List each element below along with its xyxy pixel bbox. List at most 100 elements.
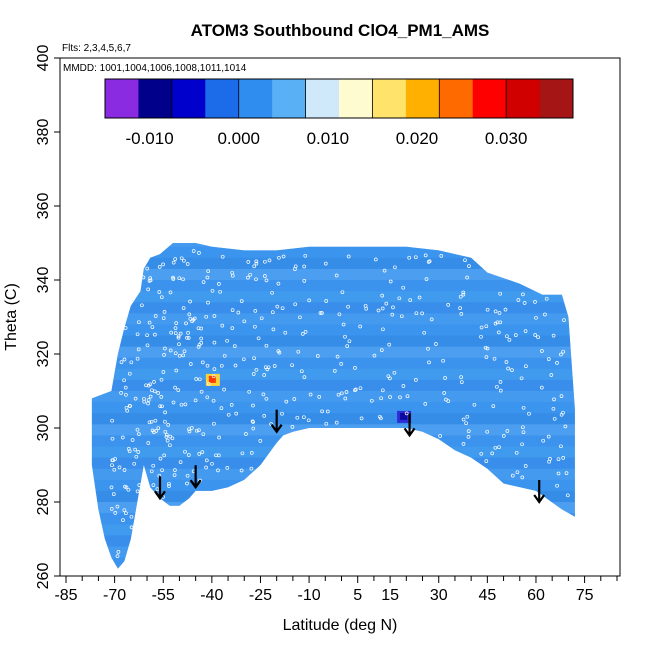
sample-point	[303, 330, 308, 334]
sample-point	[126, 487, 131, 492]
sample-point	[391, 305, 395, 310]
sample-point	[493, 309, 498, 314]
sample-point	[161, 370, 166, 374]
sample-point	[109, 507, 114, 511]
sample-point	[549, 373, 554, 377]
sample-point	[156, 426, 161, 431]
sample-point	[163, 419, 167, 424]
sample-point	[111, 492, 116, 496]
field-band	[91, 402, 575, 414]
sample-point	[459, 380, 464, 384]
sample-point	[162, 453, 167, 458]
sample-point	[176, 334, 181, 339]
x-tick-label: 45	[478, 587, 496, 604]
sample-point	[340, 290, 345, 295]
sample-point	[127, 449, 132, 454]
tropopause-arrow	[533, 480, 546, 504]
sample-point	[189, 426, 194, 430]
sample-point	[427, 259, 432, 264]
sample-point	[135, 489, 140, 494]
sample-point	[186, 453, 191, 457]
colorbar-swatch	[372, 79, 407, 118]
sample-point	[122, 468, 127, 472]
sample-point	[401, 384, 406, 388]
sample-point	[122, 378, 126, 383]
hotspot-core	[208, 375, 216, 383]
y-tick-label: 380	[35, 119, 52, 146]
sample-point	[498, 380, 503, 384]
sample-point	[177, 276, 182, 281]
sample-point	[222, 387, 226, 392]
colorbar-swatch	[272, 79, 307, 118]
sample-point	[160, 468, 164, 473]
sample-point	[510, 368, 514, 372]
sample-point	[390, 312, 395, 317]
sample-point	[359, 416, 364, 421]
sample-point	[167, 484, 171, 488]
sample-point	[252, 356, 256, 361]
sample-point	[129, 525, 134, 530]
sample-point	[181, 353, 186, 358]
sample-point	[137, 320, 141, 325]
sample-point	[392, 370, 397, 375]
field-band	[91, 346, 575, 358]
sample-point	[490, 451, 495, 456]
sample-point	[166, 423, 171, 427]
sample-point	[173, 331, 178, 335]
sample-point	[145, 266, 150, 271]
sample-point	[115, 504, 120, 509]
hotspot	[397, 410, 412, 423]
sample-point	[564, 471, 569, 475]
sample-point	[497, 445, 501, 450]
sample-point	[247, 389, 252, 394]
sample-point	[179, 402, 184, 407]
chart-title: ATOM3 Southbound ClO4_PM1_AMS	[191, 21, 490, 40]
colorbar-swatch	[238, 79, 273, 118]
colorbar-swatch	[506, 79, 541, 118]
sample-point	[380, 293, 385, 298]
sample-point	[146, 401, 150, 406]
field-band	[91, 257, 575, 269]
sample-point	[206, 269, 211, 273]
sample-point	[157, 265, 162, 269]
sample-point	[466, 435, 471, 439]
sample-point	[197, 428, 201, 433]
sample-point	[503, 307, 508, 312]
sample-point	[308, 392, 313, 397]
y-tick-label: 280	[35, 489, 52, 516]
sample-point	[216, 468, 220, 473]
sample-point	[135, 356, 140, 361]
sample-point	[217, 435, 221, 440]
sample-point	[345, 344, 350, 348]
sample-point	[230, 308, 235, 312]
sample-point	[555, 483, 559, 488]
sample-point	[253, 324, 257, 329]
sample-point	[148, 394, 153, 399]
sample-point	[184, 321, 188, 326]
sample-point	[552, 397, 556, 402]
sample-point	[561, 349, 566, 354]
sample-point	[120, 435, 125, 440]
sample-point	[441, 358, 445, 363]
sample-point	[302, 279, 307, 283]
colorbar-tick-label: 0.030	[485, 129, 528, 148]
sample-point	[171, 260, 176, 265]
sample-point	[524, 364, 528, 369]
sample-point	[515, 470, 520, 475]
arrow-head	[154, 490, 166, 501]
sample-point	[466, 429, 471, 433]
sample-point	[506, 366, 510, 371]
y-tick-label: 360	[35, 193, 52, 220]
sample-point	[379, 348, 384, 352]
plot-area: MMDD: 1001,1004,1006,1008,1011,1014 -0.0…	[59, 57, 621, 577]
x-tick-label: 5	[353, 587, 362, 604]
sample-point	[261, 392, 266, 397]
sample-point	[205, 275, 210, 280]
colorbar-tick-label: -0.010	[125, 129, 173, 148]
sample-point	[112, 467, 117, 472]
colorbar-tick-label: 0.000	[217, 129, 260, 148]
sample-point	[414, 311, 419, 316]
y-tick-label: 400	[35, 45, 52, 72]
sample-point	[277, 255, 281, 260]
y-tick-label: 300	[35, 415, 52, 442]
